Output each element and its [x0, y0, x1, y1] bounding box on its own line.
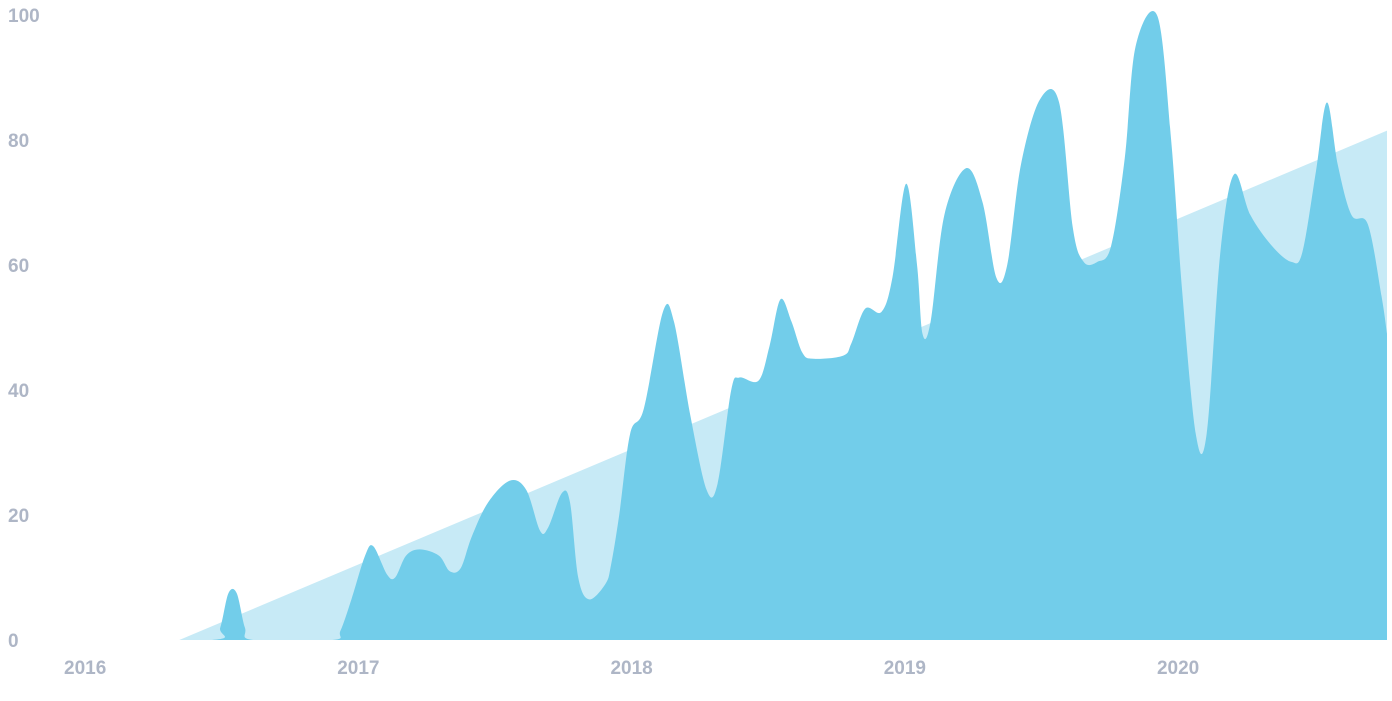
- y-tick-label: 0: [8, 631, 19, 652]
- value-area: [70, 10, 1387, 641]
- x-tick-label: 2017: [337, 658, 379, 679]
- y-tick-label: 40: [8, 381, 29, 402]
- y-tick-label: 100: [8, 6, 40, 27]
- y-tick-label: 20: [8, 506, 29, 527]
- y-axis: 0 20 40 60 80 100: [8, 6, 40, 652]
- value-area-layer: [70, 10, 1387, 641]
- x-tick-label: 2016: [64, 658, 106, 679]
- x-tick-label: 2019: [884, 658, 926, 679]
- y-tick-label: 80: [8, 131, 29, 152]
- x-axis: 2016 2017 2018 2019 2020: [64, 658, 1199, 679]
- x-tick-label: 2018: [610, 658, 652, 679]
- x-tick-label: 2020: [1157, 658, 1199, 679]
- y-tick-label: 60: [8, 256, 29, 277]
